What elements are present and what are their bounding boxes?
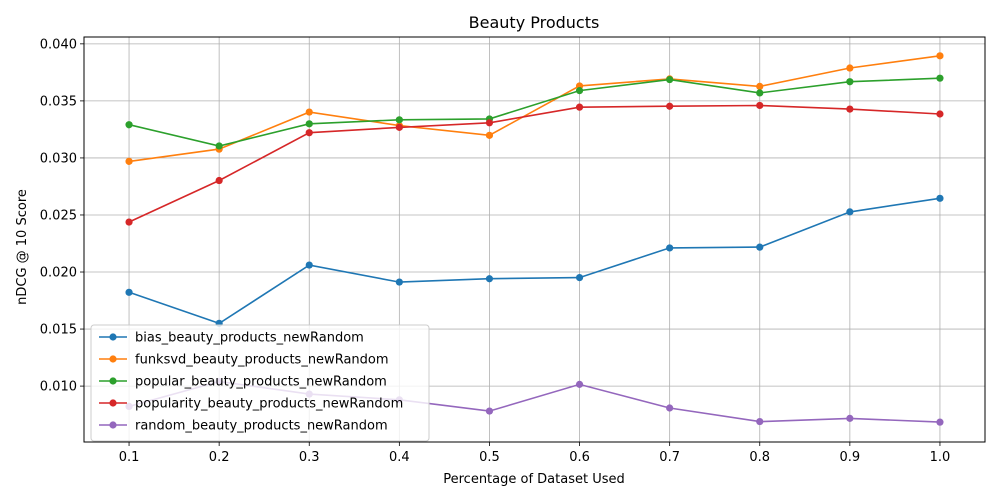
legend-swatch-marker bbox=[109, 355, 117, 363]
y-tick-label: 0.025 bbox=[40, 208, 77, 223]
x-tick-label: 0.5 bbox=[479, 450, 500, 465]
y-axis-title: nDCG @ 10 Score bbox=[15, 189, 30, 305]
data-point bbox=[485, 131, 494, 139]
x-tick-label: 0.4 bbox=[389, 450, 410, 465]
chart-title: Beauty Products bbox=[469, 13, 600, 32]
data-point bbox=[936, 418, 944, 426]
data-point bbox=[485, 275, 494, 283]
data-point bbox=[756, 243, 764, 251]
y-tick-label: 0.030 bbox=[40, 151, 77, 166]
data-point bbox=[125, 121, 133, 129]
legend-swatch-marker bbox=[109, 377, 117, 385]
series-layer bbox=[125, 52, 944, 426]
data-point bbox=[575, 103, 584, 111]
data-point bbox=[936, 194, 944, 202]
data-point bbox=[936, 52, 944, 60]
y-tick-label: 0.035 bbox=[40, 94, 77, 109]
x-tick-label: 0.2 bbox=[209, 450, 230, 465]
y-tick-label: 0.010 bbox=[40, 380, 77, 395]
data-point bbox=[756, 89, 764, 97]
x-tick-label: 0.6 bbox=[569, 450, 590, 465]
data-point bbox=[666, 102, 674, 110]
legend-label: popular_beauty_products_newRandom bbox=[135, 375, 387, 390]
data-point bbox=[936, 110, 944, 118]
y-tick-label: 0.040 bbox=[40, 37, 77, 52]
legend-label: random_beauty_products_newRandom bbox=[135, 419, 388, 434]
y-tick-label: 0.015 bbox=[40, 323, 77, 338]
data-point bbox=[756, 417, 764, 426]
data-point bbox=[305, 108, 313, 116]
data-point bbox=[485, 407, 494, 415]
legend-label: funksvd_beauty_products_newRandom bbox=[135, 353, 389, 368]
data-point bbox=[125, 157, 133, 165]
data-point bbox=[575, 380, 584, 388]
x-axis-ticks: 0.1 0.2 0.3 0.4 0.5 0.6 0.7 0.8 0.9 1.0 bbox=[119, 442, 951, 465]
data-point bbox=[215, 176, 223, 185]
x-tick-label: 0.3 bbox=[299, 450, 320, 465]
data-point bbox=[846, 208, 854, 216]
data-point bbox=[846, 105, 854, 113]
data-point bbox=[756, 82, 764, 90]
y-axis-ticks: 0.010 0.015 0.020 0.025 0.030 0.035 0.040 bbox=[40, 37, 84, 395]
data-point bbox=[666, 404, 674, 412]
series-line bbox=[128, 77, 940, 147]
x-tick-label: 0.8 bbox=[749, 450, 770, 465]
x-tick-label: 1.0 bbox=[930, 450, 951, 465]
data-point bbox=[125, 288, 133, 296]
legend-label: popularity_beauty_products_newRandom bbox=[135, 397, 403, 412]
data-point bbox=[575, 274, 584, 282]
data-point bbox=[305, 261, 313, 269]
data-point bbox=[666, 75, 674, 84]
series-line bbox=[128, 55, 941, 163]
x-tick-label: 0.9 bbox=[840, 450, 861, 465]
data-point bbox=[395, 116, 403, 124]
data-point bbox=[125, 218, 133, 226]
data-point bbox=[305, 120, 313, 128]
data-point bbox=[846, 64, 854, 72]
series-line bbox=[128, 104, 940, 223]
legend-swatch-marker bbox=[109, 421, 117, 429]
data-point bbox=[666, 244, 674, 252]
legend-swatch-marker bbox=[109, 399, 117, 407]
x-axis-title: Percentage of Dataset Used bbox=[443, 472, 625, 487]
data-point bbox=[936, 74, 944, 82]
plot-area-frame bbox=[83, 36, 986, 443]
y-tick-label: 0.020 bbox=[40, 266, 77, 281]
legend-swatch-marker bbox=[109, 333, 117, 341]
x-tick-label: 0.7 bbox=[659, 450, 680, 465]
data-point bbox=[846, 414, 854, 422]
legend-box bbox=[90, 324, 430, 442]
x-tick-label: 0.1 bbox=[119, 450, 140, 465]
data-point bbox=[846, 78, 854, 86]
data-point bbox=[215, 142, 223, 150]
data-point bbox=[395, 123, 403, 131]
data-point bbox=[756, 101, 764, 110]
data-point bbox=[305, 129, 313, 137]
legend-label: bias_beauty_products_newRandom bbox=[135, 331, 364, 346]
data-point bbox=[395, 278, 403, 286]
data-point bbox=[575, 87, 584, 95]
legend: bias_beauty_products_newRandom funksvd_be… bbox=[90, 324, 430, 442]
data-point bbox=[485, 119, 494, 127]
series-line bbox=[128, 197, 941, 325]
